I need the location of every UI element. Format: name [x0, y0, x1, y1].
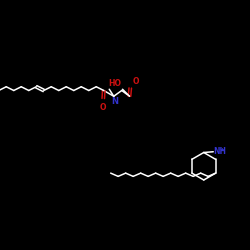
Text: NH: NH: [214, 147, 227, 156]
Text: O: O: [132, 78, 139, 86]
Text: O: O: [100, 103, 106, 112]
Text: +: +: [219, 147, 224, 152]
Text: N: N: [111, 97, 118, 106]
Text: HO: HO: [108, 79, 121, 88]
